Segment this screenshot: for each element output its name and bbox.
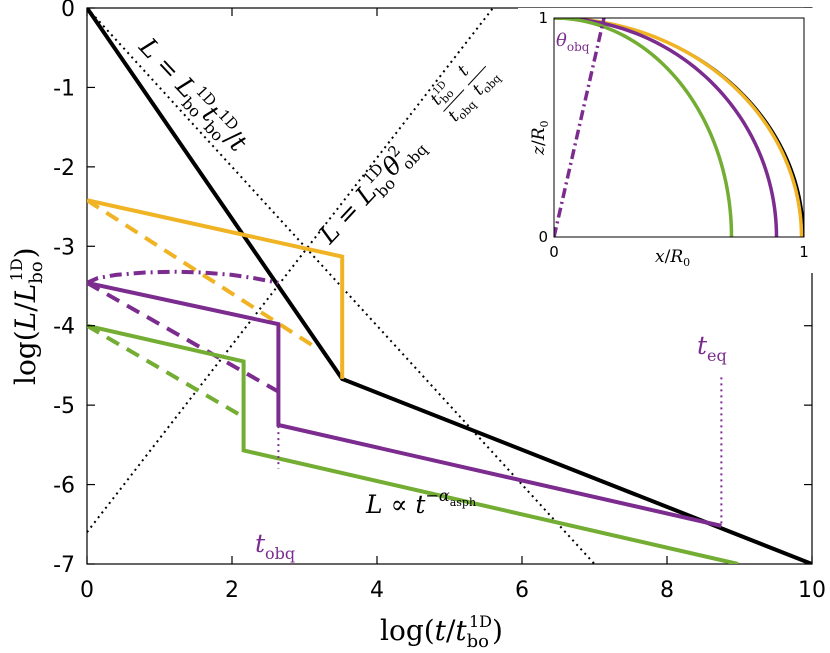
main-plot-frame (86, 7, 813, 565)
svg-text:L = Lbo1Dθ2obq: L = Lbo1Dθ2obq (310, 127, 431, 253)
inset-curve-3 (554, 18, 734, 237)
series-line-7 (87, 269, 279, 285)
series-line-3 (87, 198, 345, 379)
svg-text:tbo1D: tbo1D (426, 79, 458, 111)
inset-panel: 0 101 x/R0 z/R0 θobq (518, 8, 813, 273)
svg-text:z/R0: z/R0 (529, 120, 551, 156)
series-line-9 (87, 323, 245, 419)
inset-axis-ticks: 0 1 0 1 (538, 9, 808, 261)
inset-x-tick-label: 0 (549, 243, 559, 261)
annotation-asph-law: L ∝ t−αasph (365, 486, 476, 519)
x-tick-label: 4 (370, 578, 384, 603)
y-tick-label: -7 (53, 553, 75, 578)
svg-text:L ∝ t−αasph: L ∝ t−αasph (365, 486, 476, 519)
x-tick-label: 8 (660, 578, 674, 603)
y-tick-label: -1 (53, 76, 75, 101)
y-axis-label: log(L/Lbo1D) (7, 247, 47, 385)
series-line-5 (87, 280, 722, 528)
main-axis-ticks: 0 2 4 6 8 100-1-2-3-4-5-6-7 (53, 0, 826, 603)
inset-series-layer (554, 18, 804, 237)
y-tick-label: -4 (53, 315, 75, 340)
annotation-obq-law: L = Lbo1Dθ2obq tbo1D tobq t tobq (310, 61, 504, 253)
y-tick-label: 0 (61, 0, 75, 22)
vline-markers (277, 324, 723, 526)
inset-y-tick-label: 0 (538, 228, 548, 246)
y-tick-label: -5 (53, 394, 75, 419)
x-tick-label: 0 (80, 578, 94, 603)
series-line-8 (87, 323, 739, 564)
x-tick-label: 6 (515, 578, 529, 603)
svg-text:tobq: tobq (255, 529, 295, 563)
svg-text:teq: teq (697, 331, 727, 365)
x-tick-label: 10 (798, 578, 826, 603)
annotation-t-obq: tobq (255, 529, 295, 563)
inset-curve-2 (554, 18, 779, 237)
main-series-layer (87, 8, 812, 564)
y-tick-label: -6 (53, 474, 75, 499)
inset-x-tick-label: 1 (799, 243, 809, 261)
svg-text:t: t (454, 61, 473, 80)
svg-text:log(t/tbo1D): log(t/tbo1D) (380, 612, 503, 652)
svg-text:log(L/Lbo1D): log(L/Lbo1D) (7, 247, 47, 385)
series-line-4 (87, 198, 321, 352)
x-tick-label: 2 (225, 578, 239, 603)
inset-frame (553, 17, 805, 238)
series-line-2 (87, 8, 494, 533)
inset-background (518, 8, 813, 273)
series-line-6 (87, 281, 280, 394)
svg-text:tobq: tobq (469, 66, 504, 101)
inset-obq-line (554, 18, 606, 237)
x-axis-label: log(t/tbo1D) (380, 612, 503, 652)
inset-y-label: z/R0 (529, 120, 551, 156)
annotation-t-eq: teq (697, 331, 727, 365)
inset-x-label: x/R0 (655, 247, 690, 269)
y-tick-label: -2 (53, 156, 75, 181)
y-tick-label: -3 (53, 235, 75, 260)
svg-text:x/R0: x/R0 (655, 247, 690, 269)
inset-y-tick-label: 1 (538, 9, 548, 27)
